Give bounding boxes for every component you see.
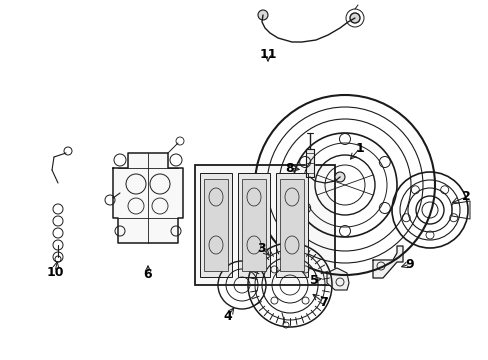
Text: 10: 10 — [46, 266, 63, 279]
Bar — [242, 179, 265, 271]
Text: 11: 11 — [259, 49, 276, 62]
Text: 9: 9 — [405, 257, 413, 270]
Bar — [195, 165, 334, 285]
Polygon shape — [113, 153, 183, 243]
Text: 3: 3 — [257, 242, 266, 255]
Bar — [238, 173, 269, 277]
Text: 6: 6 — [143, 267, 152, 280]
Text: 5: 5 — [309, 274, 318, 287]
Bar — [203, 179, 227, 271]
Bar — [200, 173, 231, 277]
Text: 2: 2 — [461, 190, 469, 203]
Text: 8: 8 — [285, 162, 294, 175]
Text: 7: 7 — [318, 296, 326, 309]
Text: 1: 1 — [355, 141, 364, 154]
Circle shape — [349, 13, 359, 23]
Bar — [275, 173, 307, 277]
Polygon shape — [305, 149, 313, 177]
Circle shape — [334, 172, 345, 182]
Polygon shape — [326, 268, 348, 290]
Text: 4: 4 — [223, 310, 232, 323]
Circle shape — [258, 10, 267, 20]
Bar — [280, 179, 304, 271]
Polygon shape — [372, 246, 402, 278]
